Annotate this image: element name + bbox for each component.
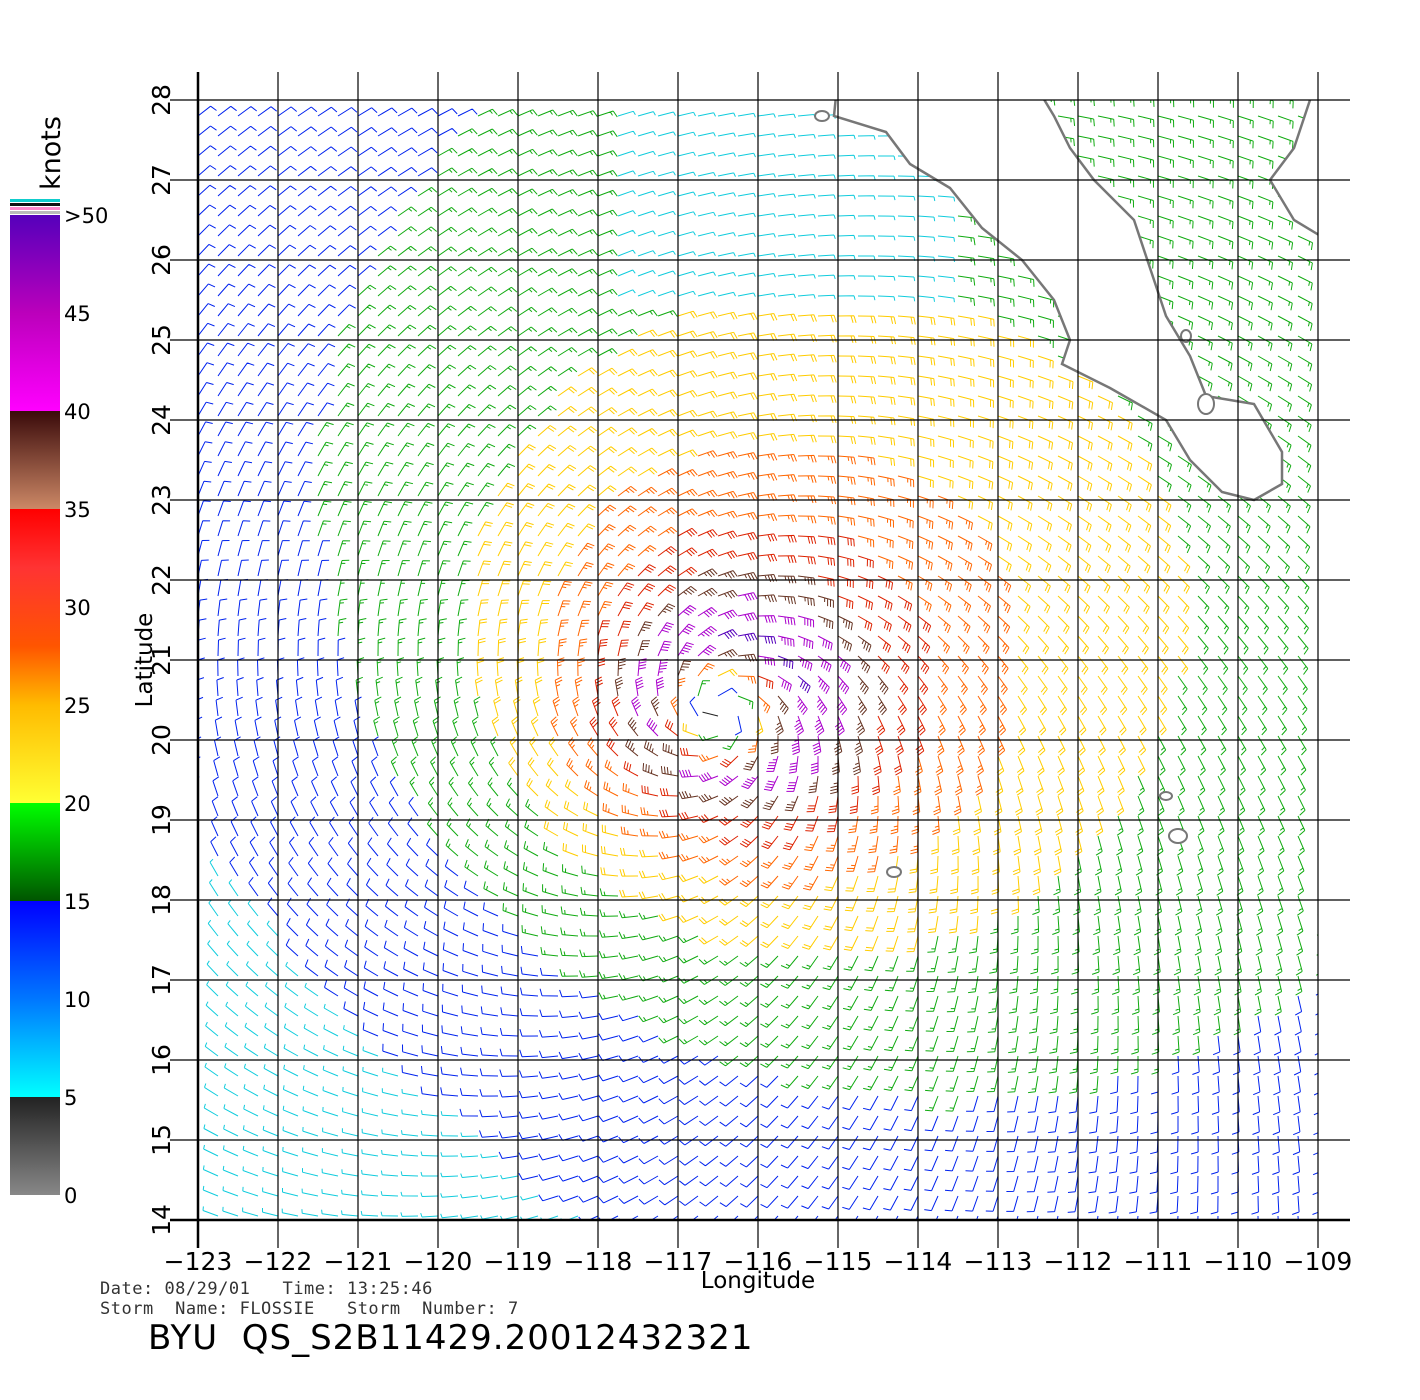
lat-tick-label: 20 bbox=[147, 724, 176, 756]
y-axis-label: Latitude bbox=[132, 613, 158, 708]
legend-cap-stripe bbox=[10, 203, 60, 206]
lat-tick-label: 28 bbox=[147, 84, 176, 116]
legend-tick-label: 5 bbox=[64, 1086, 77, 1110]
lat-tick-label: 22 bbox=[147, 564, 176, 596]
legend-tick-labels: 0 5 10 15 20 25 30 35 40 45 >50 bbox=[64, 204, 108, 1208]
coastline-layer bbox=[814, 100, 1318, 878]
date-time-line: Date: 08/29/01 Time: 13:25:46 bbox=[100, 1279, 433, 1299]
legend-tick-label: 15 bbox=[64, 890, 91, 914]
legend-tick-label: >50 bbox=[64, 204, 108, 228]
lon-tick-label: −119 bbox=[484, 1247, 553, 1276]
lon-tick-label: −122 bbox=[244, 1247, 313, 1276]
time-label: Time: bbox=[282, 1279, 337, 1299]
lon-tick-label: −120 bbox=[404, 1247, 473, 1276]
mainland-coast bbox=[1268, 100, 1318, 236]
island bbox=[1197, 393, 1215, 415]
wind-barb-group bbox=[717, 629, 811, 694]
legend-unit-label: knots bbox=[36, 116, 67, 190]
lat-tick-label: 21 bbox=[147, 644, 176, 676]
lat-tick-label: 18 bbox=[147, 884, 176, 916]
legend-tick-label: 45 bbox=[64, 302, 91, 326]
lat-lon-grid bbox=[170, 72, 1350, 1248]
lon-tick-label: −113 bbox=[964, 1247, 1033, 1276]
wind-barb-group bbox=[614, 568, 889, 812]
lat-tick-label: 17 bbox=[147, 964, 176, 996]
legend-tick-label: 10 bbox=[64, 988, 91, 1012]
wind-barb-group bbox=[198, 105, 1318, 1220]
lon-tick-label: −114 bbox=[884, 1247, 953, 1276]
wind-barb-group bbox=[198, 100, 956, 1220]
legend-tick-label: 25 bbox=[64, 694, 91, 718]
lon-tick-label: −123 bbox=[164, 1247, 233, 1276]
wind-barb-group bbox=[702, 711, 719, 717]
storm-line: Storm Name: FLOSSIE Storm Number: 7 bbox=[100, 1299, 519, 1319]
island bbox=[1159, 791, 1173, 801]
lat-tick-label: 16 bbox=[147, 1044, 176, 1076]
wind-barb-group bbox=[474, 310, 1191, 953]
legend-tick-label: 30 bbox=[64, 596, 91, 620]
legend-cap-stripe bbox=[10, 207, 60, 210]
lat-tick-label: 27 bbox=[147, 164, 176, 196]
storm-number-value: 7 bbox=[508, 1299, 519, 1319]
legend-tick-label: 0 bbox=[64, 1184, 77, 1208]
lon-tick-label: −112 bbox=[1044, 1247, 1113, 1276]
legend-color-bar bbox=[10, 215, 60, 1195]
island bbox=[886, 866, 902, 878]
lat-tick-label: 14 bbox=[147, 1204, 176, 1236]
island bbox=[814, 110, 830, 122]
lon-tick-label: −118 bbox=[564, 1247, 633, 1276]
legend-tick-label: 35 bbox=[64, 498, 91, 522]
storm-name-label: Storm Name: bbox=[100, 1299, 229, 1319]
wind-barb-field bbox=[198, 100, 1318, 1220]
legend-cap-stripe bbox=[10, 211, 60, 214]
lat-tick-label: 26 bbox=[147, 244, 176, 276]
lon-tick-label: −111 bbox=[1124, 1247, 1193, 1276]
lat-tick-label: 19 bbox=[147, 804, 176, 836]
date-value: 08/29/01 bbox=[164, 1279, 251, 1299]
lat-tick-label: 15 bbox=[147, 1124, 176, 1156]
wind-barb-group bbox=[550, 450, 1012, 891]
lat-tick-label: 25 bbox=[147, 324, 176, 356]
island bbox=[1168, 828, 1188, 844]
lat-tick-label: 23 bbox=[147, 484, 176, 516]
latitude-tick-labels: 14 15 16 17 18 19 20 21 22 23 24 25 26 27 28 bbox=[147, 84, 176, 1236]
lon-tick-label: −115 bbox=[804, 1247, 873, 1276]
longitude-tick-labels: −123 −122 −121 −120 −119 −118 −117 −116 −115 −114… bbox=[164, 1247, 1353, 1276]
storm-number-label: Storm Number: bbox=[346, 1299, 498, 1319]
wind-barb-group bbox=[631, 592, 851, 792]
storm-name-value: FLOSSIE bbox=[239, 1299, 315, 1319]
lon-tick-label: −117 bbox=[644, 1247, 713, 1276]
island bbox=[1180, 329, 1192, 343]
lon-tick-label: −110 bbox=[1204, 1247, 1273, 1276]
wind-barb-group bbox=[589, 527, 932, 851]
date-label: Date: bbox=[100, 1279, 154, 1299]
lat-tick-label: 24 bbox=[147, 404, 176, 436]
lon-tick-label: −121 bbox=[324, 1247, 393, 1276]
wind-barb-group bbox=[317, 100, 1318, 1112]
wind-speed-legend bbox=[10, 199, 60, 1195]
product-id: BYU QS_S2B11429.20012432321 bbox=[148, 1318, 754, 1358]
time-value: 13:25:46 bbox=[346, 1279, 433, 1299]
legend-tick-label: 20 bbox=[64, 792, 91, 816]
legend-cap-stripe bbox=[10, 199, 60, 202]
legend-tick-label: 40 bbox=[64, 400, 91, 424]
lon-tick-label: −116 bbox=[724, 1247, 793, 1276]
x-axis-label: Longitude bbox=[701, 1268, 815, 1294]
lon-tick-label: −109 bbox=[1284, 1247, 1353, 1276]
